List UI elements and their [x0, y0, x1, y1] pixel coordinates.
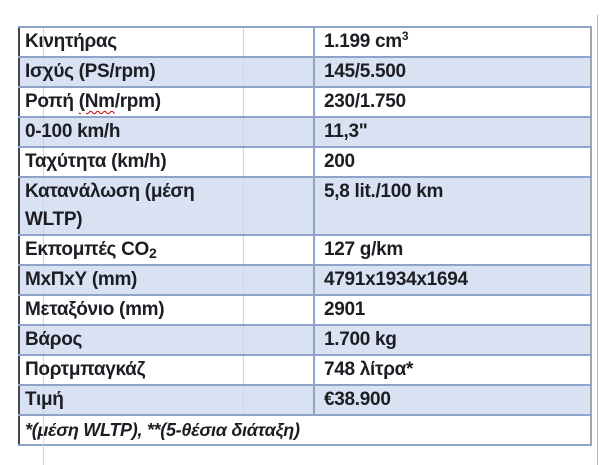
spec-value-text: 4791x1934x1694 [324, 269, 468, 290]
spec-value-text: 2901 [324, 299, 366, 320]
spec-label-price[interactable]: Τιμή [18, 384, 315, 416]
spec-value-text: 748 λίτρα* [324, 359, 414, 380]
spec-label-text: Εκπομπές CO [25, 239, 149, 260]
spec-label-text: Ταχύτητα (km/h) [25, 151, 167, 172]
spec-label-text: Ισχύς (PS/rpm) [25, 61, 156, 82]
spec-row-torque: Ροπή (Nm/rpm) 230/1.750 [18, 86, 592, 118]
spec-label-text: Κινητήρας [25, 31, 117, 52]
spec-label-text: Κατανάλωση (μέση [25, 181, 195, 202]
spec-label-text: Πορτμπαγκάζ [25, 359, 146, 380]
footnote-row: *(μέση WLTP), **(5-θέσια διάταξη) [18, 414, 592, 446]
subscript-2: 2 [149, 245, 157, 261]
spec-label-text: 0-100 km/h [25, 121, 121, 142]
spec-value-co2-emissions[interactable]: 127 g/km [313, 234, 592, 266]
spellcheck-flagged-text: (Nm [78, 91, 115, 112]
spec-value-text: 127 g/km [324, 239, 403, 260]
spec-row-trunk-capacity: Πορτμπαγκάζ 748 λίτρα* [18, 354, 592, 386]
spec-value-text: 230/1.750 [324, 91, 406, 112]
spec-label-wheelbase[interactable]: Μεταξόνιο (mm) [18, 294, 315, 326]
spec-label-consumption[interactable]: Κατανάλωση (μέση WLTP) [18, 176, 315, 236]
spec-label-text: Τιμή [25, 389, 64, 410]
spec-label-co2-emissions[interactable]: Εκπομπές CO2 [18, 234, 315, 266]
spec-value-text: 5,8 lit./100 km [324, 181, 444, 202]
spec-value-text: 11,3" [324, 121, 368, 142]
spec-label-text: Βάρος [25, 329, 83, 350]
spec-value-engine[interactable]: 1.199 cm3 [313, 26, 592, 58]
footnote-cell[interactable]: *(μέση WLTP), **(5-θέσια διάταξη) [18, 414, 592, 446]
spec-row-acceleration: 0-100 km/h 11,3" [18, 116, 592, 148]
spec-label-text: Μεταξόνιο (mm) [25, 299, 165, 320]
car-specs-table: Κινητήρας 1.199 cm3 Ισχύς (PS/rpm) 145/5… [18, 26, 592, 446]
spec-row-dimensions: ΜxΠxΥ (mm) 4791x1934x1694 [18, 264, 592, 296]
spec-value-top-speed[interactable]: 200 [313, 146, 592, 178]
spec-row-consumption: Κατανάλωση (μέση WLTP) 5,8 lit./100 km [18, 176, 592, 236]
spec-value-trunk-capacity[interactable]: 748 λίτρα* [313, 354, 592, 386]
spec-label-text: Ροπή [25, 91, 79, 112]
spec-row-weight: Βάρος 1.700 kg [18, 324, 592, 356]
spec-row-engine: Κινητήρας 1.199 cm3 [18, 26, 592, 58]
spec-value-text: €38.900 [324, 389, 391, 410]
page-edge-line [597, 15, 598, 465]
spec-value-consumption[interactable]: 5,8 lit./100 km [313, 176, 592, 236]
spec-row-top-speed: Ταχύτητα (km/h) 200 [18, 146, 592, 178]
spec-row-power: Ισχύς (PS/rpm) 145/5.500 [18, 56, 592, 88]
spec-label-acceleration[interactable]: 0-100 km/h [18, 116, 315, 148]
spec-value-text: 145/5.500 [324, 61, 406, 82]
table-gridline-artifact [43, 430, 44, 465]
spec-value-text: 1.700 kg [324, 329, 397, 350]
spec-label-engine[interactable]: Κινητήρας [18, 26, 315, 58]
spec-label-text: ΜxΠxΥ (mm) [25, 269, 138, 290]
spec-label-dimensions[interactable]: ΜxΠxΥ (mm) [18, 264, 315, 296]
spec-label-text: /rpm) [114, 91, 161, 112]
spec-label-power[interactable]: Ισχύς (PS/rpm) [18, 56, 315, 88]
footnote-text: *(μέση WLTP), **(5-θέσια διάταξη) [25, 420, 300, 440]
superscript-3: 3 [401, 29, 409, 43]
spec-value-text: 200 [324, 151, 355, 172]
spec-label-text: WLTP) [25, 209, 83, 230]
spec-row-wheelbase: Μεταξόνιο (mm) 2901 [18, 294, 592, 326]
spec-label-torque[interactable]: Ροπή (Nm/rpm) [18, 86, 315, 118]
spec-label-weight[interactable]: Βάρος [18, 324, 315, 356]
spec-value-text: 1.199 cm [324, 31, 402, 52]
spec-value-wheelbase[interactable]: 2901 [313, 294, 592, 326]
spec-row-price: Τιμή €38.900 [18, 384, 592, 416]
spec-label-top-speed[interactable]: Ταχύτητα (km/h) [18, 146, 315, 178]
spec-row-co2-emissions: Εκπομπές CO2 127 g/km [18, 234, 592, 266]
spec-value-dimensions[interactable]: 4791x1934x1694 [313, 264, 592, 296]
spec-value-weight[interactable]: 1.700 kg [313, 324, 592, 356]
spec-value-price[interactable]: €38.900 [313, 384, 592, 416]
spec-value-power[interactable]: 145/5.500 [313, 56, 592, 88]
spec-value-acceleration[interactable]: 11,3" [313, 116, 592, 148]
spec-value-torque[interactable]: 230/1.750 [313, 86, 592, 118]
spec-label-trunk-capacity[interactable]: Πορτμπαγκάζ [18, 354, 315, 386]
